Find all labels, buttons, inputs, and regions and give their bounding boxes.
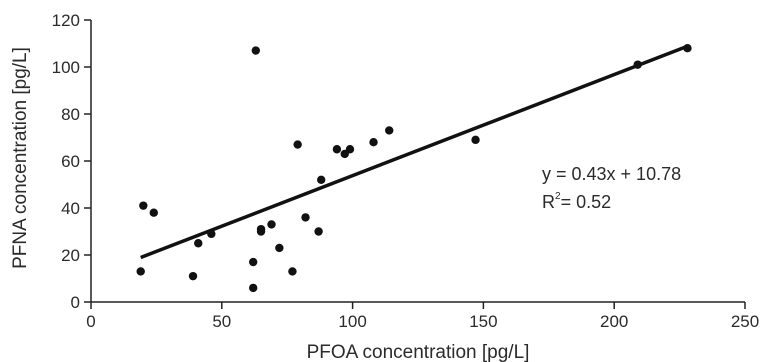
r-squared-value: = 0.52 bbox=[561, 192, 612, 212]
data-points bbox=[136, 44, 692, 293]
y-tick-label: 120 bbox=[52, 11, 80, 30]
data-point bbox=[139, 201, 148, 210]
data-point bbox=[471, 135, 480, 145]
data-point bbox=[188, 271, 198, 281]
data-point bbox=[207, 229, 216, 239]
tick-labels: 0 20 40 60 80 100 120 0 50 100 150 200 250 bbox=[52, 11, 760, 331]
data-point bbox=[683, 44, 692, 53]
data-point bbox=[288, 267, 297, 276]
data-point bbox=[633, 60, 642, 69]
data-point bbox=[317, 175, 326, 184]
data-point bbox=[293, 140, 302, 149]
r-squared-superscript: 2 bbox=[555, 191, 561, 202]
x-tick-label: 0 bbox=[86, 312, 95, 331]
data-point bbox=[149, 208, 158, 217]
data-point bbox=[385, 126, 394, 135]
r-squared-base: R bbox=[542, 192, 555, 212]
regression-equation: y = 0.43x + 10.78 bbox=[542, 164, 681, 184]
data-point bbox=[275, 243, 284, 253]
x-tick-label: 250 bbox=[731, 312, 759, 331]
y-tick-label: 0 bbox=[71, 293, 80, 312]
data-point bbox=[194, 239, 203, 248]
data-point bbox=[136, 267, 145, 276]
data-point bbox=[267, 220, 276, 229]
regression-line bbox=[140, 44, 689, 260]
x-axis-title: PFOA concentration [pg/L] bbox=[307, 342, 530, 362]
x-tick-label: 100 bbox=[338, 312, 366, 331]
y-tick-label: 80 bbox=[61, 105, 80, 124]
y-tick-label: 20 bbox=[61, 246, 80, 265]
y-tick-label: 100 bbox=[52, 58, 80, 77]
data-point bbox=[251, 46, 261, 55]
data-point bbox=[332, 145, 342, 154]
data-point bbox=[301, 213, 310, 222]
data-point bbox=[314, 227, 323, 236]
data-point bbox=[248, 257, 258, 267]
x-tick-label: 150 bbox=[469, 312, 497, 331]
y-tick-label: 60 bbox=[61, 152, 80, 171]
y-axis-title: PFNA concentration [pg/L] bbox=[10, 47, 31, 269]
x-tick-label: 50 bbox=[212, 312, 231, 331]
data-point bbox=[345, 145, 355, 154]
x-tick-label: 200 bbox=[600, 312, 628, 331]
data-point bbox=[256, 224, 266, 234]
data-point bbox=[248, 283, 258, 293]
r-squared-label: R2= 0.52 bbox=[542, 191, 611, 212]
data-point bbox=[369, 138, 378, 147]
y-tick-label: 40 bbox=[61, 199, 80, 218]
tick-marks bbox=[84, 19, 746, 309]
